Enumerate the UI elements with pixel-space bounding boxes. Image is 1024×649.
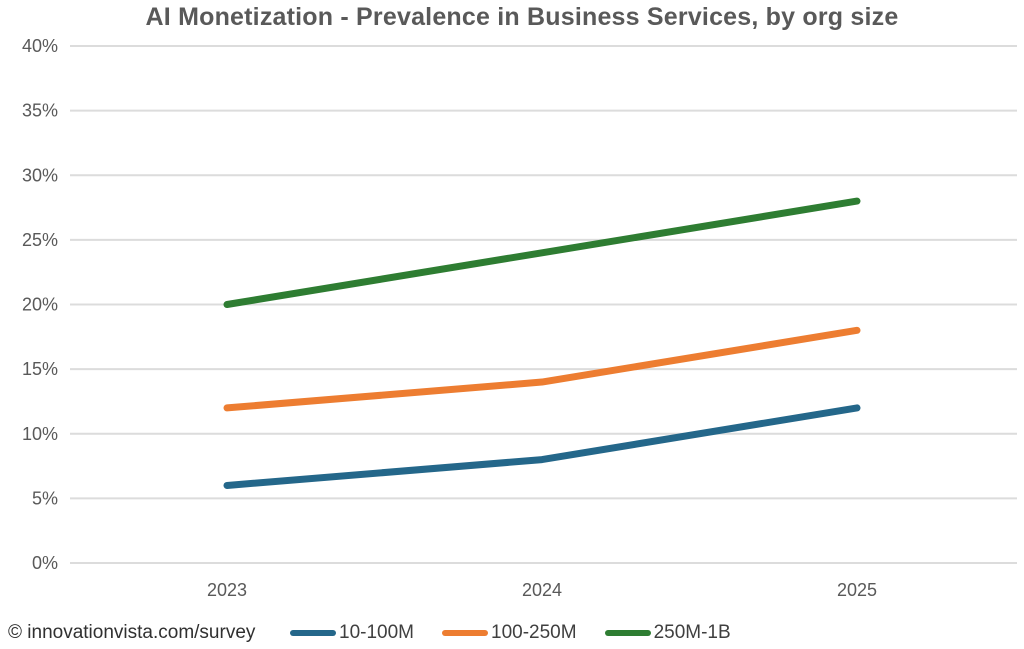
chart-legend: 10-100M 100-250M 250M-1B [290, 622, 731, 644]
legend-label: 100-250M [491, 622, 577, 643]
series-line-250m-1b [223, 197, 861, 308]
y-axis-tick-label: 15% [22, 359, 58, 379]
legend-swatch-icon [442, 630, 488, 636]
y-axis-tick-label: 0% [32, 553, 58, 573]
legend-label: 250M-1B [653, 622, 731, 643]
series-line-100-250m [223, 326, 861, 412]
source-attribution: © innovationvista.com/survey [8, 622, 256, 643]
legend-swatch-icon [290, 630, 336, 636]
chart-title: AI Monetization - Prevalence in Business… [145, 3, 899, 31]
legend-item-10-100m: 10-100M [290, 622, 414, 644]
x-axis-tick-label: 2024 [522, 580, 562, 600]
y-axis-tick-label: 20% [22, 295, 58, 315]
legend-item-250m-1b: 250M-1B [604, 622, 731, 644]
legend-swatch-icon [604, 630, 651, 636]
x-axis-tick-label: 2025 [837, 580, 877, 600]
y-axis-tick-label: 10% [22, 424, 58, 444]
series-line-10-100m [223, 404, 861, 489]
legend-item-100-250m: 100-250M [442, 622, 577, 644]
y-axis-tick-label: 5% [32, 488, 58, 508]
y-axis-tick-label: 40% [22, 36, 58, 56]
y-axis-tick-label: 30% [22, 165, 58, 185]
y-axis-tick-label: 25% [22, 230, 58, 250]
legend-label: 10-100M [339, 622, 414, 643]
y-axis-tick-label: 35% [22, 101, 58, 121]
x-axis-tick-label: 2023 [207, 580, 247, 600]
